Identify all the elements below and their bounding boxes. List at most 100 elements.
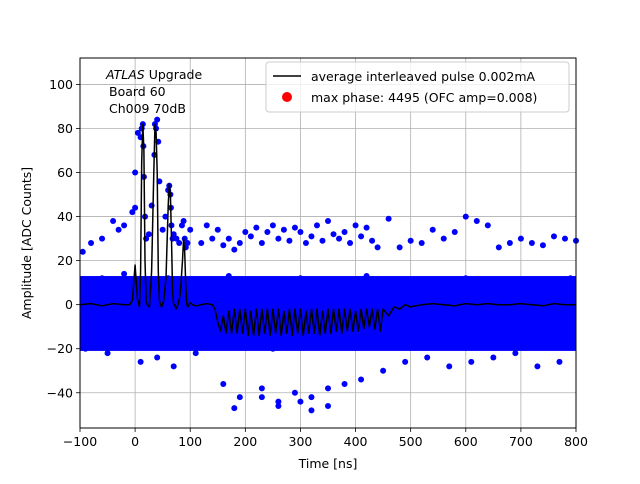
blue-data-point xyxy=(313,222,320,229)
blue-data-point xyxy=(258,240,265,246)
blue-data-point xyxy=(429,226,436,233)
blue-data-point xyxy=(402,358,409,365)
blue-data-point xyxy=(341,228,348,235)
x-tick-label: 100 xyxy=(178,434,202,449)
blue-data-point xyxy=(242,228,249,235)
y-tick-label: 0 xyxy=(65,297,73,312)
plot-frame xyxy=(79,57,577,429)
blue-data-point xyxy=(220,242,227,249)
blue-data-point xyxy=(325,385,331,392)
blue-data-point xyxy=(258,385,265,392)
y-tick-label: −20 xyxy=(47,341,73,356)
blue-data-point xyxy=(385,215,392,222)
x-tick-label: 700 xyxy=(509,434,533,449)
blue-data-point xyxy=(358,233,365,240)
blue-data-point xyxy=(162,213,169,220)
blue-data-point xyxy=(462,213,469,220)
blue-data-point xyxy=(275,398,282,405)
blue-data-point xyxy=(79,248,86,255)
blue-data-point xyxy=(451,228,458,235)
blue-data-point xyxy=(291,224,298,231)
blue-data-point xyxy=(352,222,359,229)
blue-data-point xyxy=(220,380,227,387)
average-pulse-line xyxy=(79,123,576,337)
blue-data-point xyxy=(170,363,177,370)
blue-data-point xyxy=(176,240,183,246)
blue-data-point xyxy=(308,407,315,414)
blue-data-point xyxy=(145,231,152,238)
annotation-atlas: ATLAS xyxy=(105,67,145,82)
blue-data-point xyxy=(291,389,298,396)
blue-data-point xyxy=(297,398,304,405)
blue-data-point xyxy=(264,228,271,235)
blue-data-point xyxy=(297,228,304,235)
blue-data-point xyxy=(286,237,293,244)
blue-data-point xyxy=(134,129,141,136)
y-tick-label: 40 xyxy=(57,209,73,224)
blue-data-point xyxy=(506,240,513,246)
blue-data-point xyxy=(225,235,232,242)
blue-data-point xyxy=(418,240,425,246)
blue-data-point xyxy=(203,222,210,229)
blue-data-point xyxy=(534,363,541,370)
annotation-line-2: Board 60 xyxy=(109,84,166,99)
blue-data-point xyxy=(358,376,365,383)
blue-data-point xyxy=(132,204,139,211)
blue-data-point xyxy=(173,235,180,242)
blue-data-point xyxy=(187,226,194,233)
legend-marker-swatch xyxy=(282,92,292,102)
blue-data-point xyxy=(170,231,177,238)
blue-data-point xyxy=(275,402,282,409)
blue-data-point xyxy=(446,363,453,370)
blue-data-point xyxy=(198,240,205,246)
x-axis-label: Time [ns] xyxy=(298,456,358,471)
legend: average interleaved pulse 0.002mA max ph… xyxy=(265,61,570,113)
y-tick-label: 80 xyxy=(57,121,73,136)
blue-data-point xyxy=(115,226,122,233)
blue-data-point xyxy=(99,235,106,242)
blue-data-point xyxy=(253,224,260,231)
blue-band xyxy=(80,333,576,351)
blue-data-point xyxy=(104,350,111,357)
blue-data-point xyxy=(159,226,166,233)
annotation-line-1: ATLAS Upgrade xyxy=(105,67,202,82)
blue-data-point xyxy=(308,394,315,401)
x-tick-label: 800 xyxy=(564,434,588,449)
x-tick-label: 600 xyxy=(454,434,478,449)
blue-data-point xyxy=(363,224,370,231)
blue-data-point xyxy=(280,226,287,233)
blue-data-point xyxy=(192,350,199,357)
blue-data-point xyxy=(380,367,387,374)
blue-data-point xyxy=(374,244,381,251)
x-tick-label: 200 xyxy=(233,434,257,449)
x-tick-label: 300 xyxy=(289,434,313,449)
blue-data-point xyxy=(180,217,187,224)
blue-data-point xyxy=(302,240,309,246)
blue-data-point xyxy=(561,235,568,242)
blue-data-point xyxy=(236,240,243,246)
x-tick-label: 400 xyxy=(344,434,368,449)
blue-data-point xyxy=(347,240,354,246)
annotation-upgrade: Upgrade xyxy=(145,67,203,82)
legend-box xyxy=(265,61,570,113)
blue-data-point xyxy=(231,405,238,412)
blue-data-point xyxy=(258,394,265,401)
blue-data-point xyxy=(517,235,524,242)
blue-data-point xyxy=(495,244,502,251)
blue-data-point xyxy=(473,217,480,224)
blue-data-point xyxy=(247,233,254,240)
blue-data-point xyxy=(512,350,519,357)
blue-data-point xyxy=(528,240,535,246)
blue-scatter-points xyxy=(79,116,579,414)
blue-data-point xyxy=(209,235,216,242)
average-pulse-line-group xyxy=(79,123,576,337)
blue-data-point xyxy=(330,231,337,238)
blue-data-point xyxy=(121,222,128,229)
x-tick-label: −100 xyxy=(63,434,97,449)
atlas-annotation: ATLAS Upgrade Board 60 Ch009 70dB xyxy=(105,67,202,116)
blue-data-point xyxy=(184,240,191,246)
legend-entry-average: average interleaved pulse 0.002mA xyxy=(311,69,536,84)
y-tick-label: 60 xyxy=(57,165,73,180)
blue-data-point xyxy=(325,402,331,409)
